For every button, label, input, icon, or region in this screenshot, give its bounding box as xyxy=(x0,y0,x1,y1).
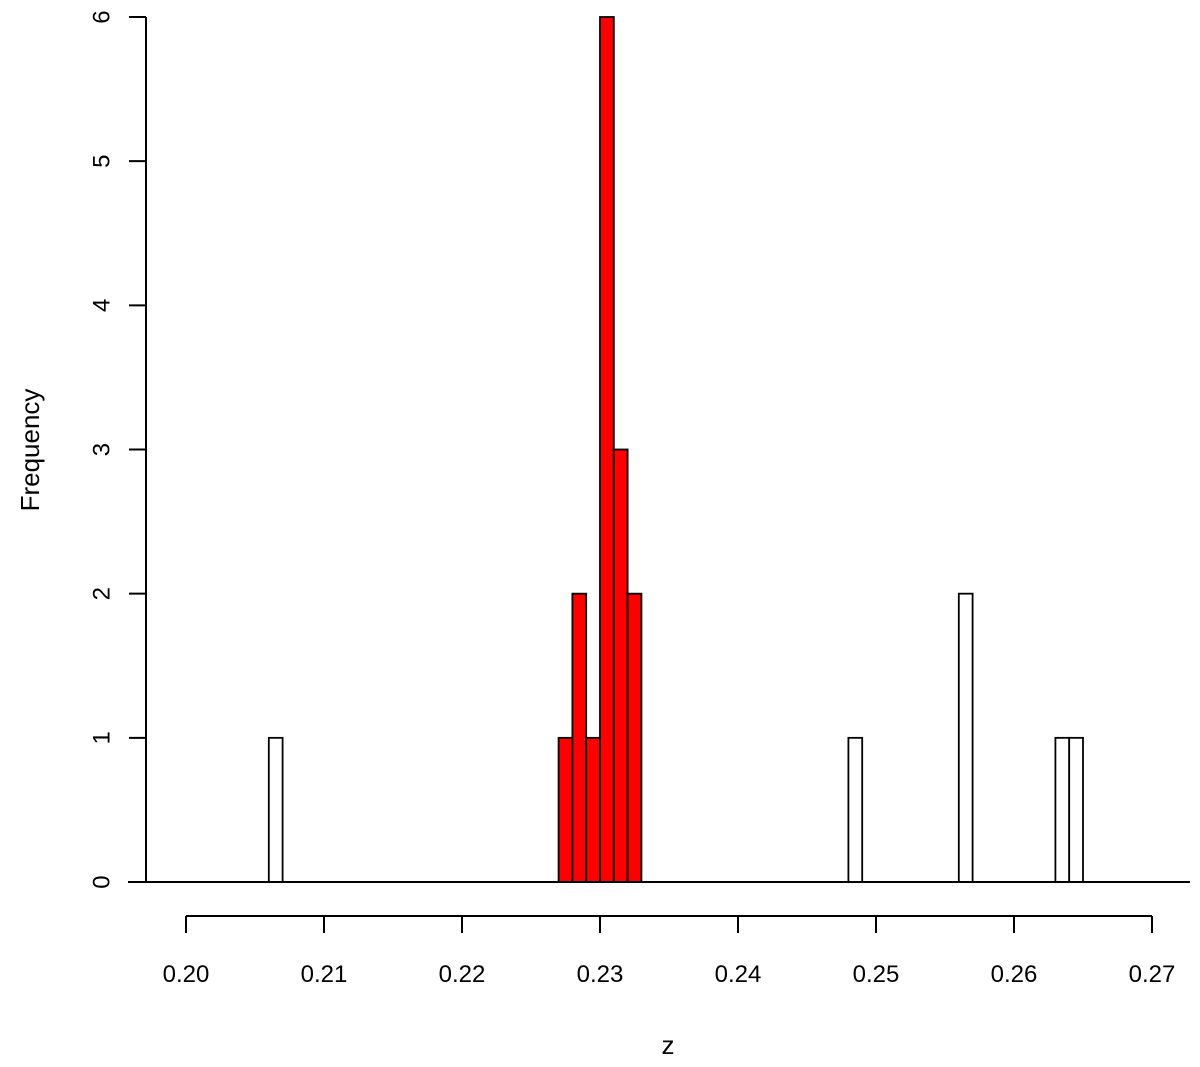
x-tick-label-5: 0.25 xyxy=(853,961,900,988)
histogram-bar-4 xyxy=(599,16,615,883)
histogram-bar-3 xyxy=(585,736,601,883)
x-tick-label-3: 0.23 xyxy=(577,961,624,988)
x-tick-label-6: 0.26 xyxy=(991,961,1038,988)
histogram-bar-10 xyxy=(1068,736,1084,883)
histogram-bar-5 xyxy=(612,448,629,883)
x-axis-label: z xyxy=(662,1030,675,1060)
y-tick-label-6: 6 xyxy=(89,10,116,23)
y-tick-label-2: 2 xyxy=(89,587,116,600)
x-tick-label-4: 0.24 xyxy=(715,961,762,988)
bars-group xyxy=(267,16,1084,883)
histogram-bar-1 xyxy=(557,736,574,883)
x-tick-label-1: 0.21 xyxy=(301,961,348,988)
y-axis-label: Frequency xyxy=(15,389,45,512)
x-axis: 0.20 0.21 0.22 0.23 0.24 0.25 0.26 0.27 xyxy=(163,915,1176,988)
y-tick-label-3: 3 xyxy=(89,443,116,456)
x-tick-label-7: 0.27 xyxy=(1129,961,1176,988)
histogram-bar-9 xyxy=(1054,736,1071,883)
x-tick-label-2: 0.22 xyxy=(439,961,486,988)
histogram-bar-8 xyxy=(957,592,974,883)
y-tick-label-1: 1 xyxy=(89,731,116,744)
y-axis: 0 1 2 3 4 5 6 xyxy=(89,10,147,889)
histogram-bar-7 xyxy=(847,736,864,883)
y-tick-label-0: 0 xyxy=(89,875,116,888)
histogram-bar-6 xyxy=(626,592,643,883)
histogram-bar-2 xyxy=(571,592,588,883)
y-tick-label-5: 5 xyxy=(89,154,116,167)
y-tick-label-4: 4 xyxy=(89,299,116,312)
histogram-bar-0 xyxy=(267,736,284,883)
x-tick-label-0: 0.20 xyxy=(163,961,210,988)
